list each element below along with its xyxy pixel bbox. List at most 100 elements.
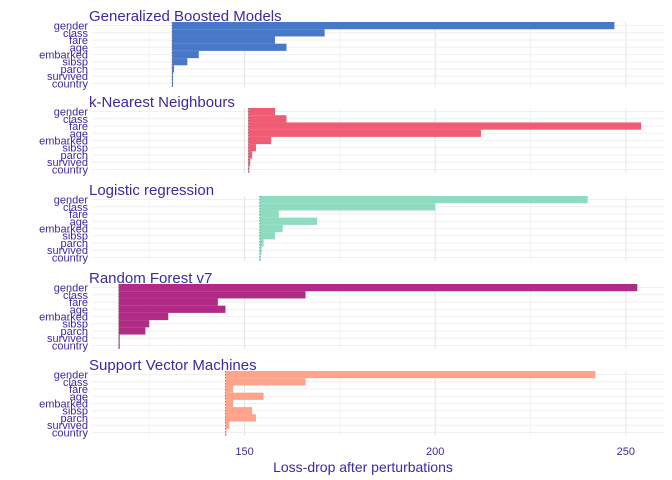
variable-label: class xyxy=(63,202,89,214)
variable-label: parch xyxy=(60,64,88,76)
panel-title: Random Forest v7 xyxy=(89,270,212,287)
variable-label: sibsp xyxy=(62,143,88,155)
variable-label: country xyxy=(52,252,89,264)
variable-label: embarked xyxy=(39,399,88,411)
bar-parch xyxy=(172,65,174,73)
variable-label: age xyxy=(70,128,88,140)
variable-label: embarked xyxy=(39,136,88,148)
x-tick-label: 200 xyxy=(426,446,444,458)
bar-fare xyxy=(259,210,279,218)
variable-label: class xyxy=(63,114,89,126)
bar-country xyxy=(259,253,261,261)
variable-label: fare xyxy=(69,121,88,133)
bar-survived xyxy=(248,158,251,166)
bar-class xyxy=(225,378,306,386)
bar-survived xyxy=(225,421,230,429)
bar-country xyxy=(225,428,227,436)
variable-label: sibsp xyxy=(62,319,88,331)
bar-gender xyxy=(259,196,588,204)
bar-class xyxy=(248,115,287,123)
variable-label: embarked xyxy=(39,224,88,236)
bar-survived xyxy=(172,72,174,80)
variable-label: fare xyxy=(69,384,88,396)
variable-label: survived xyxy=(47,71,88,83)
variable-label: survived xyxy=(47,420,88,432)
bar-parch xyxy=(259,239,264,247)
variable-label: sibsp xyxy=(62,57,88,69)
variable-label: country xyxy=(52,427,89,439)
variable-label: survived xyxy=(47,333,88,345)
variable-label: fare xyxy=(69,297,88,309)
variable-label: sibsp xyxy=(62,231,88,243)
bar-country xyxy=(248,165,250,173)
variable-label: country xyxy=(52,164,89,176)
panel-title: Support Vector Machines xyxy=(89,357,257,374)
bar-embarked xyxy=(225,399,234,408)
bar-age xyxy=(225,392,264,400)
bar-embarked xyxy=(172,50,199,59)
bar-country xyxy=(172,79,174,87)
panel-title: k-Nearest Neighbours xyxy=(89,94,235,111)
variable-label: class xyxy=(63,290,89,302)
bar-parch xyxy=(248,151,253,159)
bar-sibsp xyxy=(259,232,276,240)
bar-embarked xyxy=(118,312,169,321)
variable-label: age xyxy=(70,304,88,316)
variable-label: gender xyxy=(54,370,89,382)
bar-fare xyxy=(118,298,218,306)
bar-sibsp xyxy=(118,320,150,328)
bar-gender xyxy=(225,371,596,379)
bar-fare xyxy=(172,36,276,44)
variable-label: age xyxy=(70,42,88,54)
bar-age xyxy=(248,129,481,137)
bar-embarked xyxy=(248,136,272,145)
x-axis-label: Loss-drop after perturbations xyxy=(273,459,453,475)
bar-fare xyxy=(248,122,642,130)
variable-label: parch xyxy=(60,150,88,162)
bar-gender xyxy=(172,22,615,30)
variable-label: fare xyxy=(69,35,88,47)
variable-label: gender xyxy=(54,107,89,119)
variable-label: parch xyxy=(60,326,88,338)
variable-label: class xyxy=(63,377,89,389)
variable-label: gender xyxy=(54,283,89,295)
variable-label: fare xyxy=(69,209,88,221)
bar-class xyxy=(259,203,436,211)
variable-label: survived xyxy=(47,245,88,257)
variable-label: sibsp xyxy=(62,406,88,418)
bar-survived xyxy=(118,334,120,342)
variable-label: age xyxy=(70,391,88,403)
bar-sibsp xyxy=(172,58,188,66)
bar-age xyxy=(172,43,287,51)
variable-label: survived xyxy=(47,157,88,169)
variable-label: embarked xyxy=(39,312,88,324)
bar-age xyxy=(118,305,226,313)
bar-parch xyxy=(225,414,256,422)
variable-label: age xyxy=(70,216,88,228)
variable-label: gender xyxy=(54,21,89,33)
bar-sibsp xyxy=(225,407,253,415)
panel-title: Logistic regression xyxy=(89,182,214,199)
bar-sibsp xyxy=(248,144,256,152)
bar-age xyxy=(259,217,317,225)
bar-survived xyxy=(259,246,262,254)
variable-label: embarked xyxy=(39,50,88,62)
bar-fare xyxy=(225,385,234,393)
x-tick-label: 150 xyxy=(235,446,253,458)
variable-label: country xyxy=(52,340,89,352)
variable-label: country xyxy=(52,78,89,90)
x-tick-label: 250 xyxy=(617,446,635,458)
bar-class xyxy=(172,29,325,37)
variable-label: parch xyxy=(60,413,88,425)
bar-gender xyxy=(248,108,276,116)
bar-country xyxy=(118,341,120,349)
panel-title: Generalized Boosted Models xyxy=(89,8,282,25)
bar-embarked xyxy=(259,224,283,233)
bar-class xyxy=(118,291,306,299)
bar-parch xyxy=(118,327,146,335)
variable-label: parch xyxy=(60,238,88,250)
bar-gender xyxy=(118,284,638,292)
variable-label: gender xyxy=(54,195,89,207)
variable-label: class xyxy=(63,28,89,40)
